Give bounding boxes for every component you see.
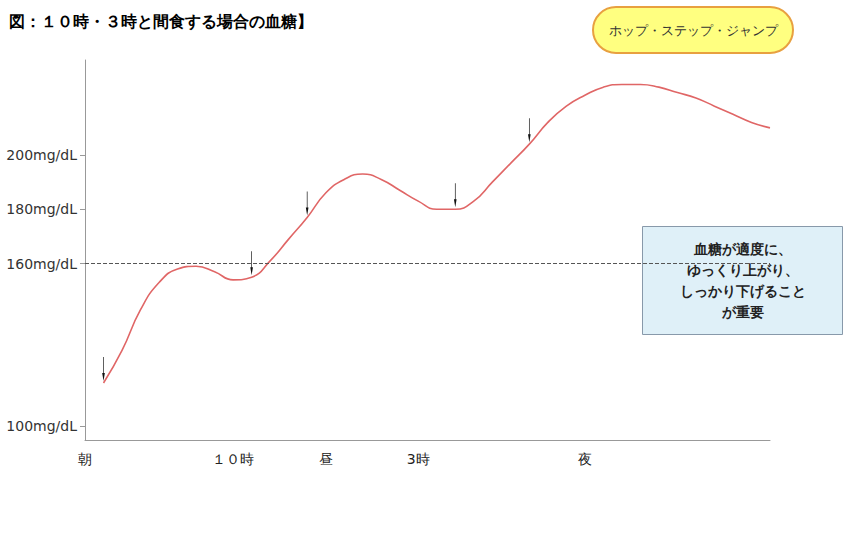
svg-text:100mg/dL: 100mg/dL [6,418,77,434]
svg-text:しっかり下げること: しっかり下げること [680,283,806,299]
svg-text:１０時: １０時 [212,451,254,467]
svg-text:ホップ・ステップ・ジャンプ: ホップ・ステップ・ジャンプ [609,23,779,38]
svg-text:160mg/dL: 160mg/dL [6,256,77,272]
svg-text:血糖が適度に、: 血糖が適度に、 [693,241,792,257]
svg-text:朝: 朝 [78,451,92,467]
svg-text:200mg/dL: 200mg/dL [6,147,77,163]
svg-text:が重要: が重要 [721,304,764,320]
svg-text:図：１０時・３時と間食する場合の血糖】: 図：１０時・３時と間食する場合の血糖】 [9,12,313,31]
svg-text:夜: 夜 [578,451,592,467]
svg-text:3時: 3時 [407,451,430,467]
svg-text:180mg/dL: 180mg/dL [6,201,77,217]
svg-text:ゆっくり上がり、: ゆっくり上がり、 [687,262,799,278]
svg-text:昼: 昼 [319,451,333,467]
